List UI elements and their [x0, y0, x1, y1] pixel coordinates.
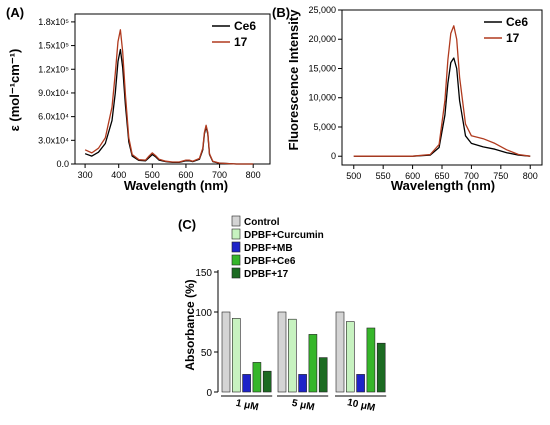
y-tick-label: 15,000 [308, 63, 336, 73]
y-tick-label: 0 [331, 151, 336, 161]
bar [335, 311, 345, 393]
legend-swatch [231, 215, 241, 227]
legend-label: 17 [506, 31, 520, 45]
y-tick-label: 1.5x10⁵ [38, 41, 69, 51]
x-tick-label: 800 [246, 170, 261, 180]
x-tick-label: 600 [178, 170, 193, 180]
x-tick-label: 300 [78, 170, 93, 180]
panel-b-lines [353, 25, 531, 157]
panel-c-axes: 0 50 100 150 [195, 268, 219, 399]
bar [318, 357, 328, 393]
x-tick-label: 700 [464, 171, 479, 181]
category-label: 10 μM [346, 397, 376, 414]
bar [252, 362, 262, 393]
category-label: 1 μM [235, 398, 260, 413]
y-tick-label: 50 [201, 348, 213, 359]
bar [376, 342, 386, 393]
y-tick-label: 150 [195, 268, 212, 279]
series-line-2 [84, 29, 254, 165]
panel-b-label: (B) [272, 5, 290, 20]
panel-a-ticks: 300 400 500 600 700 800 0.0 3.0x10⁴ 6.0x10⁴ 9.0x1… [38, 17, 261, 180]
bar [356, 374, 365, 393]
y-tick-label: 5,000 [313, 122, 336, 132]
panel-c-legend: Control DPBF+Curcumin DPBF+MB DPBF+Ce6 DPBF+… [231, 215, 324, 280]
panel-c-label: (C) [178, 217, 196, 232]
legend-label: Control [244, 217, 280, 228]
panel-b-x-axis-label: Wavelength (nm) [391, 178, 495, 193]
panel-a-y-axis-label: ε (mol⁻¹cm⁻¹) [7, 49, 22, 132]
x-tick-label: 650 [434, 171, 449, 181]
y-tick-label: 20,000 [308, 34, 336, 44]
panel-c-y-axis-label: Absorbance (%) [183, 279, 197, 370]
bar [345, 321, 355, 393]
x-tick-label: 500 [145, 170, 160, 180]
series-line-2 [353, 25, 531, 157]
x-tick-label: 550 [376, 171, 391, 181]
y-tick-label: 1.2x10⁵ [38, 64, 69, 74]
bar [221, 311, 231, 393]
y-tick-label: 100 [195, 308, 212, 319]
y-tick-label: 25,000 [308, 5, 336, 15]
panel-b: (B) Fluorescence Intensity Wavelength (n… [272, 5, 543, 193]
y-tick-label: 0 [206, 388, 212, 399]
bar [287, 318, 297, 393]
x-tick-label: 400 [111, 170, 126, 180]
x-tick-label: 700 [212, 170, 227, 180]
series-line-1 [353, 57, 531, 157]
bar [232, 318, 241, 393]
legend-label: Ce6 [506, 15, 528, 29]
x-tick-label: 800 [523, 171, 538, 181]
legend-swatch [231, 241, 241, 253]
legend-label: Ce6 [234, 19, 256, 33]
panel-a: (A) ε (mol⁻¹cm⁻¹) Wavelength (nm) 300 400… [6, 5, 271, 193]
category-label: 5 μM [291, 398, 316, 413]
bar [308, 334, 318, 393]
y-tick-label: 3.0x10⁴ [38, 135, 69, 145]
x-tick-label: 600 [405, 171, 420, 181]
x-tick-label: 750 [493, 171, 508, 181]
panel-c: (C) Absorbance (%) 0 50 100 150 1 μM 5 μM 10 … [178, 215, 387, 414]
panel-b-ticks: 500 550 600 650 700 750 800 0 5,000 10,000 15,000 2… [308, 5, 537, 181]
bar [277, 311, 287, 393]
series-line-1 [84, 48, 254, 165]
legend-swatch [231, 254, 241, 266]
y-tick-label: 1.8x10⁵ [38, 17, 69, 27]
bar [242, 374, 251, 393]
panel-b-y-axis-label: Fluorescence Intensity [286, 9, 301, 151]
panel-c-bars: 1 μM 5 μM 10 μM [221, 311, 387, 414]
legend-label: 17 [234, 35, 248, 49]
legend-label: DPBF+Ce6 [244, 256, 296, 267]
legend-swatch [231, 267, 241, 279]
legend-swatch [231, 228, 241, 240]
y-tick-label: 6.0x10⁴ [38, 112, 69, 122]
panel-a-label: (A) [6, 5, 24, 20]
panel-a-lines [84, 29, 254, 165]
bar [262, 370, 272, 393]
legend-label: DPBF+Curcumin [244, 230, 324, 241]
x-tick-label: 500 [346, 171, 361, 181]
legend-label: DPBF+17 [244, 269, 289, 280]
y-tick-label: 0.0 [56, 159, 69, 169]
y-tick-label: 10,000 [308, 93, 336, 103]
bar [298, 374, 307, 393]
y-tick-label: 9.0x10⁴ [38, 88, 69, 98]
panel-a-x-axis-label: Wavelength (nm) [124, 178, 228, 193]
bar [366, 327, 376, 393]
panel-a-plot-area [74, 13, 271, 165]
legend-label: DPBF+MB [244, 243, 293, 254]
